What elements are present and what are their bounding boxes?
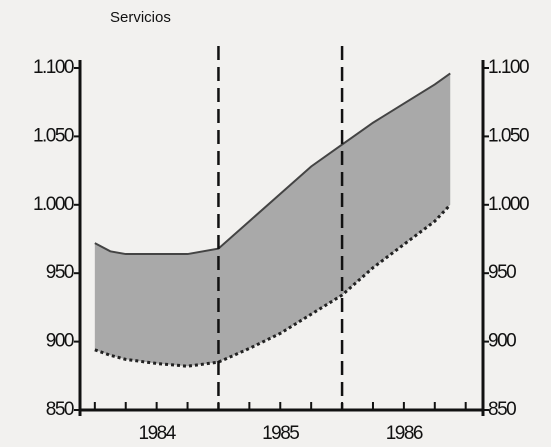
y2-tick-label: 1.100 [488, 57, 529, 78]
chart-title: Servicios [110, 9, 171, 26]
y2-tick-label: 1.050 [488, 125, 529, 146]
y2-tick-label: 950 [488, 262, 516, 283]
lower-line [94, 203, 452, 368]
upper-line [94, 72, 451, 256]
band-area [94, 73, 451, 367]
y-tick-label: 1.100 [33, 57, 74, 78]
y-tick-label: 1.000 [33, 194, 74, 215]
y2-tick-label: 900 [488, 331, 516, 352]
y2-tick-label: 850 [488, 399, 516, 420]
y-tick-label: 900 [46, 331, 74, 352]
y-tick-label: 950 [46, 262, 74, 283]
y2-tick-label: 1.000 [488, 194, 529, 215]
y-tick-label: 850 [46, 399, 74, 420]
x-tick-label: 1984 [139, 423, 177, 444]
x-tick-label: 1986 [386, 423, 423, 444]
x-tick-label: 1985 [262, 423, 299, 444]
y-tick-label: 1.050 [33, 125, 74, 146]
